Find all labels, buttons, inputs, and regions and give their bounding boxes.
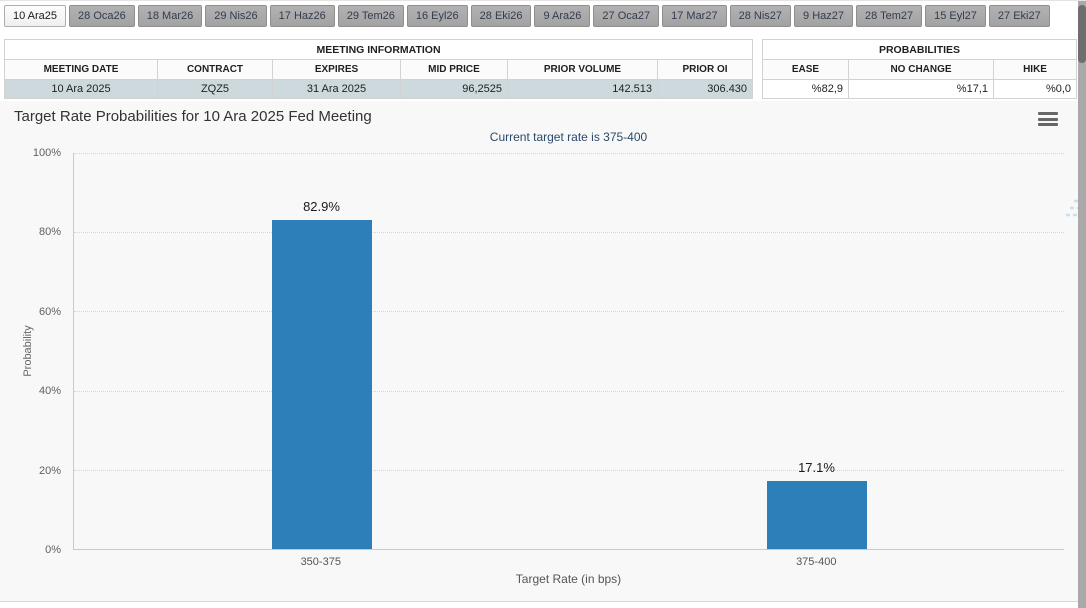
col-prior-oi: PRIOR OI — [656, 59, 754, 80]
mid-price-value: 96,2525 — [400, 79, 508, 99]
tab-28-nis27[interactable]: 28 Nis27 — [729, 5, 792, 27]
gridline-40 — [74, 390, 1064, 392]
col-prior-volume: PRIOR VOLUME — [507, 59, 658, 80]
col-expires: EXPIRES — [272, 59, 401, 80]
tab-28-oca26[interactable]: 28 Oca26 — [69, 5, 135, 27]
tab-9-haz27[interactable]: 9 Haz27 — [794, 5, 853, 27]
scrollbar-thumb[interactable] — [1078, 5, 1086, 63]
hike-value: %0,0 — [992, 79, 1078, 99]
col-ease: EASE — [762, 59, 849, 80]
x-category-375-400: 375-400 — [796, 556, 837, 568]
bar-value-label-375-400: 17.1% — [798, 460, 835, 475]
bar-slot-350-375: 82.9% — [74, 153, 569, 549]
tab-28-eki26[interactable]: 28 Eki26 — [470, 5, 532, 27]
gridline-100 — [74, 153, 1064, 154]
bar-value-label-350-375: 82.9% — [303, 199, 340, 214]
x-axis-labels: 350-375 375-400 — [73, 556, 1064, 570]
x-axis-title: Target Rate (in bps) — [515, 572, 622, 586]
tab-15-eyl27[interactable]: 15 Eyl27 — [925, 5, 986, 27]
expires-value: 31 Ara 2025 — [272, 79, 401, 99]
ease-value: %82,9 — [762, 79, 849, 99]
y-tick-80: 80% — [38, 226, 61, 239]
tab-29-nis26[interactable]: 29 Nis26 — [205, 5, 267, 27]
y-tick-60: 60% — [38, 305, 61, 318]
meeting-date-value: 10 Ara 2025 — [4, 79, 158, 99]
gridline-60 — [74, 311, 1064, 313]
bar-slot-375-400: 17.1% — [569, 153, 1064, 549]
gridline-80 — [74, 232, 1064, 234]
plot-area: 82.9% 17.1% Q — [73, 153, 1086, 550]
col-no-change: NO CHANGE — [848, 59, 994, 80]
tab-10-ara25[interactable]: 10 Ara25 — [4, 5, 67, 27]
tab-18-mar26[interactable]: 18 Mar26 — [137, 5, 203, 27]
tab-16-eyl26[interactable]: 16 Eyl26 — [406, 5, 468, 27]
col-contract: CONTRACT — [157, 59, 273, 80]
prior-volume-value: 142.513 — [507, 79, 658, 99]
meeting-tab-bar: 10 Ara25 28 Oca26 18 Mar26 29 Nis26 17 H… — [4, 5, 1050, 27]
contract-value: ZQZ5 — [157, 79, 273, 99]
y-tick-100: 100% — [32, 147, 61, 159]
y-axis-title: Probability — [22, 325, 34, 377]
chart-subtitle: Current target rate is 375-400 — [489, 130, 648, 144]
probability-bar-375-400[interactable] — [766, 481, 867, 549]
probabilities-header-row: EASE NO CHANGE HIKE — [762, 59, 1078, 80]
col-meeting-date: MEETING DATE — [4, 59, 158, 80]
vertical-scrollbar[interactable] — [1078, 1, 1086, 608]
tab-29-tem26[interactable]: 29 Tem26 — [337, 5, 404, 27]
y-axis-labels: 0% 20% 40% 60% 80% 100% — [0, 147, 65, 556]
col-hike: HIKE — [992, 59, 1078, 80]
no-change-value: %17,1 — [848, 79, 994, 99]
meeting-information-header-row: MEETING DATE CONTRACT EXPIRES MID PRICE … — [4, 59, 754, 80]
col-mid-price: MID PRICE — [400, 59, 508, 80]
tab-28-tem27[interactable]: 28 Tem27 — [856, 5, 923, 27]
y-tick-20: 20% — [38, 464, 61, 477]
tab-27-oca27[interactable]: 27 Oca27 — [593, 5, 660, 27]
meeting-information-row[interactable]: 10 Ara 2025 ZQZ5 31 Ara 2025 96,2525 142… — [4, 79, 754, 99]
prior-oi-value: 306.430 — [656, 79, 754, 99]
chart-export-menu-icon[interactable] — [1038, 112, 1058, 126]
probabilities-row[interactable]: %82,9 %17,1 %0,0 — [762, 79, 1078, 99]
tab-17-haz26[interactable]: 17 Haz26 — [269, 5, 335, 27]
probabilities-table: PROBABILITIES EASE NO CHANGE HIKE %82,9 … — [761, 39, 1078, 99]
meeting-information-table: MEETING INFORMATION MEETING DATE CONTRAC… — [3, 39, 754, 99]
probability-bar-350-375[interactable] — [271, 220, 372, 549]
x-category-350-375: 350-375 — [300, 556, 341, 568]
meeting-information-title: MEETING INFORMATION — [3, 39, 754, 60]
tab-17-mar27[interactable]: 17 Mar27 — [662, 5, 727, 27]
probability-chart: Target Rate Probabilities for 10 Ara 202… — [0, 101, 1086, 602]
y-tick-40: 40% — [38, 385, 61, 398]
tab-9-ara26[interactable]: 9 Ara26 — [534, 5, 591, 27]
tab-27-eki27[interactable]: 27 Eki27 — [988, 5, 1050, 27]
chart-title: Target Rate Probabilities for 10 Ara 202… — [14, 108, 372, 125]
probabilities-title: PROBABILITIES — [761, 39, 1078, 60]
y-tick-0: 0% — [45, 544, 61, 556]
gridline-20 — [74, 469, 1064, 471]
